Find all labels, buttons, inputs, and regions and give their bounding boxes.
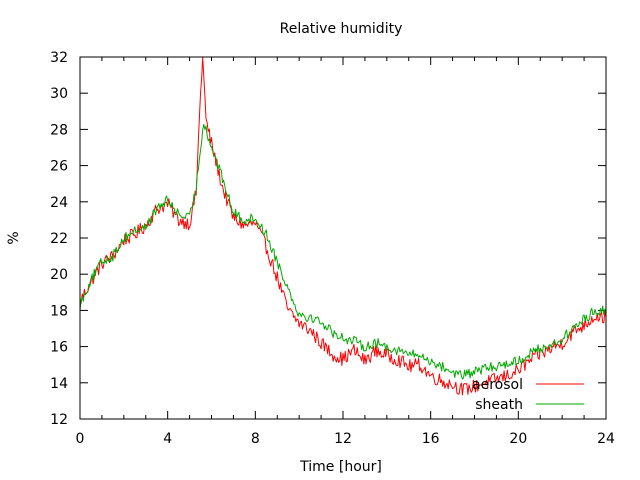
series-lines [79,57,607,396]
x-tick-label: 12 [334,431,352,447]
axis-ticks: 0 4 8 12 16 20 24 12 14 16 18 20 22 24 26 28 30 32 [50,50,615,447]
y-tick-label: 30 [50,86,68,102]
plot-frame [79,56,607,420]
x-tick-label: 0 [76,431,85,447]
series-line-sheath [79,123,607,380]
y-tick-label: 14 [50,376,68,392]
series-line-aerosol [79,57,607,396]
chart-title: Relative humidity [280,21,403,37]
legend-label-aerosol: aerosol [472,377,523,393]
y-axis-title: % [6,231,22,244]
x-tick-label: 4 [163,431,172,447]
x-tick-label: 24 [597,431,615,447]
y-tick-label: 20 [50,267,68,283]
y-tick-label: 28 [50,122,68,138]
legend-label-sheath: sheath [475,397,523,413]
y-tick-label: 18 [50,303,68,319]
x-tick-label: 8 [251,431,260,447]
y-tick-label: 24 [50,195,68,211]
legend: aerosol sheath [472,377,584,413]
y-tick-label: 12 [50,412,68,428]
y-tick-label: 32 [50,50,68,66]
x-axis-title: Time [hour] [299,459,382,475]
x-tick-label: 20 [509,431,527,447]
y-tick-label: 26 [50,159,68,175]
y-tick-label: 22 [50,231,68,247]
y-tick-label: 16 [50,340,68,356]
x-tick-label: 16 [422,431,440,447]
